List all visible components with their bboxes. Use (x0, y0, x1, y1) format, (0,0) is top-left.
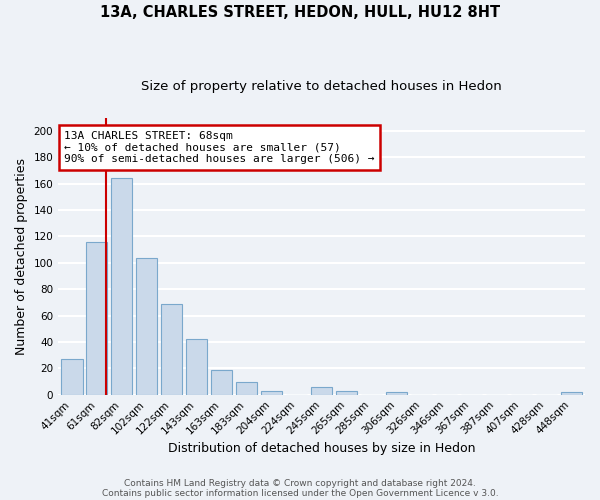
Bar (161, 304, 182, 394)
Bar (61, 359, 83, 394)
Bar (560, 392, 582, 394)
Title: Size of property relative to detached houses in Hedon: Size of property relative to detached ho… (141, 80, 502, 93)
Bar (236, 382, 257, 394)
Text: Contains HM Land Registry data © Crown copyright and database right 2024.: Contains HM Land Registry data © Crown c… (124, 478, 476, 488)
Bar (136, 258, 157, 394)
Bar (386, 392, 407, 394)
Bar (261, 391, 282, 394)
Bar (336, 391, 357, 394)
Y-axis label: Number of detached properties: Number of detached properties (15, 158, 28, 355)
X-axis label: Distribution of detached houses by size in Hedon: Distribution of detached houses by size … (168, 442, 475, 455)
Bar (86, 242, 107, 394)
Bar (186, 340, 208, 394)
Text: Contains public sector information licensed under the Open Government Licence v : Contains public sector information licen… (101, 488, 499, 498)
Bar (311, 387, 332, 394)
Text: 13A CHARLES STREET: 68sqm
← 10% of detached houses are smaller (57)
90% of semi-: 13A CHARLES STREET: 68sqm ← 10% of detac… (64, 131, 375, 164)
Bar (111, 178, 133, 394)
Bar (211, 370, 232, 394)
Text: 13A, CHARLES STREET, HEDON, HULL, HU12 8HT: 13A, CHARLES STREET, HEDON, HULL, HU12 8… (100, 5, 500, 20)
